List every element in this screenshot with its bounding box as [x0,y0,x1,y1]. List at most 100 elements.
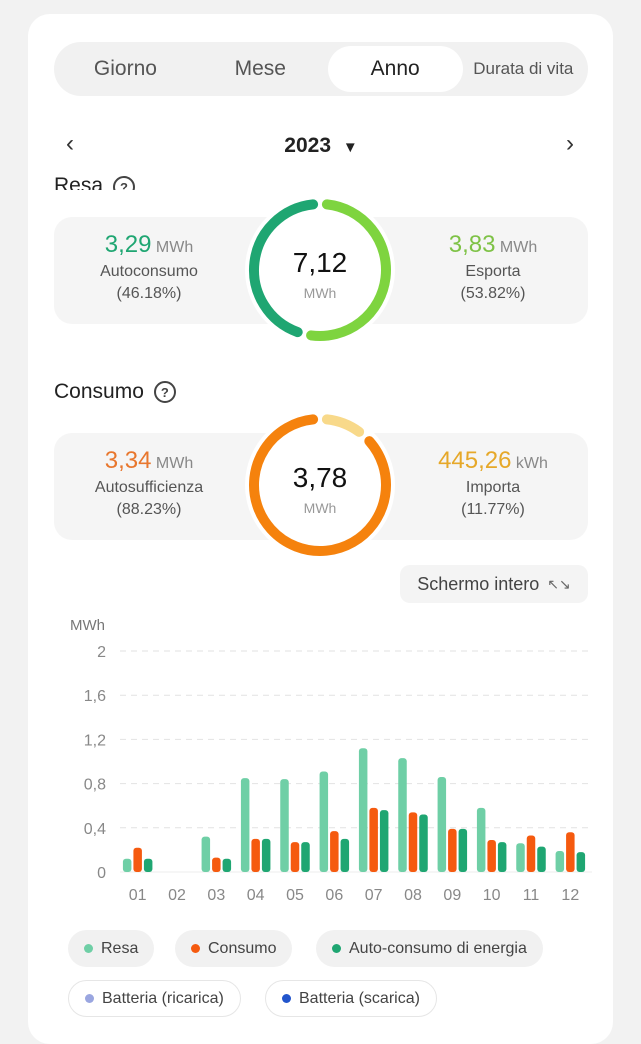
legend-dot [282,994,291,1003]
legend-dot [332,944,341,953]
x-tick-label: 04 [247,887,265,904]
bar-consumo-12[interactable] [566,832,575,872]
year-selector[interactable]: 2023 ▼ [54,134,588,158]
bar-resa-10[interactable] [476,807,486,872]
bar-auto-consumo-di-energia-09[interactable] [458,828,468,872]
consumo-total: 3,78 MWh [245,462,395,516]
bar-consumo-08[interactable] [408,812,418,872]
bar-resa-09[interactable] [437,776,447,872]
tab-giorno[interactable]: Giorno [93,57,157,80]
legend-autoconsumo[interactable]: Auto-consumo di energia [316,930,543,967]
x-tick-label: 02 [168,887,186,904]
autoconsumo-value: 3,29 [104,231,152,258]
bar-resa-12[interactable] [555,851,565,872]
year-navigator: ‹ 2023 ▼ › [54,128,588,164]
autosufficienza-unit: MWh [155,455,194,472]
chevron-left-icon[interactable]: ‹ [66,130,74,157]
autoconsumo-arc [249,199,319,338]
legend-label: Consumo [208,939,277,957]
consumo-total-unit: MWh [303,500,337,516]
consumo-donut [249,414,391,556]
bar-consumo-10[interactable] [487,839,496,872]
legend-dot [84,944,93,953]
bar-consumo-09[interactable] [448,828,457,872]
x-tick-label: 06 [325,887,343,904]
tab-mese[interactable]: Mese [234,57,286,80]
legend-batteria-ricarica[interactable]: Batteria (ricarica) [68,980,241,1017]
period-tabs: Giorno Mese Anno Durata di vita [54,42,588,96]
esporta-arc [306,199,391,341]
bar-auto-consumo-di-energia-10[interactable] [497,842,507,872]
resa-heading: Resa ? [54,166,136,190]
legend-consumo[interactable]: Consumo [175,930,293,967]
x-tick-label: 12 [561,887,579,904]
esporta-value: 3,83 [448,231,496,258]
chevron-right-icon[interactable]: › [566,130,574,157]
autosufficienza-arc [249,414,391,556]
bar-resa-06[interactable] [319,771,329,872]
bar-auto-consumo-di-energia-11[interactable] [537,846,546,872]
x-tick-label: 05 [286,887,304,904]
autoconsumo-label: Autoconsumo [100,263,198,280]
bar-auto-consumo-di-energia-12[interactable] [576,852,586,872]
legend-dot [191,944,200,953]
y-tick-label: 0,4 [84,821,106,838]
bar-auto-consumo-di-energia-01[interactable] [143,858,153,872]
monthly-bar-chart: MWh 0 0,4 0,8 1,2 1,6 2 01 02 03 04 05 06 07 08 09 10 11 1… [70,617,592,904]
legend-label: Auto-consumo di energia [349,939,527,957]
bar-consumo-04[interactable] [251,838,260,872]
bar-auto-consumo-di-energia-06[interactable] [340,838,350,872]
bar-auto-consumo-di-energia-07[interactable] [379,810,389,872]
y-axis-label: MWh [70,617,105,634]
consumo-heading: Consumo ? [54,380,176,404]
help-icon[interactable]: ? [113,176,136,190]
tab-durata-di-vita[interactable]: Durata di vita [473,59,574,78]
legend-label: Batteria (scarica) [299,989,420,1007]
x-tick-label: 08 [404,887,422,904]
x-tick-label: 03 [207,887,225,904]
legend-batteria-scarica[interactable]: Batteria (scarica) [265,980,437,1017]
bar-consumo-01[interactable] [133,847,142,872]
bar-auto-consumo-di-energia-08[interactable] [419,814,428,872]
y-tick-label: 1,6 [84,688,106,705]
x-tick-label: 09 [443,887,461,904]
expand-icon: ↖↘ [547,575,571,592]
importa-arc [321,414,365,437]
bar-resa-01[interactable] [122,858,132,872]
importa-unit: kWh [515,455,548,472]
bar-resa-11[interactable] [516,843,525,872]
autosufficienza-pct: (88.23%) [116,501,182,518]
triangle-down-icon: ▼ [342,139,358,156]
fullscreen-button[interactable]: Schermo intero ↖↘ [400,565,588,603]
resa-donut [249,199,391,341]
bar-resa-07[interactable] [358,748,368,872]
bar-resa-03[interactable] [201,836,211,872]
bar-resa-08[interactable] [398,758,407,872]
autosufficienza-value: 3,34 [104,447,152,474]
tab-anno[interactable]: Anno [327,46,463,92]
bar-consumo-11[interactable] [526,835,536,872]
bar-auto-consumo-di-energia-05[interactable] [301,842,310,872]
legend-dot [85,994,94,1003]
legend-label: Resa [101,939,139,957]
x-tick-label: 01 [129,887,147,904]
resa-total: 7,12 MWh [245,247,395,301]
y-tick-label: 0,8 [84,777,106,794]
legend-label: Batteria (ricarica) [102,989,224,1007]
bar-resa-04[interactable] [240,778,250,872]
bar-auto-consumo-di-energia-04[interactable] [261,838,271,872]
bar-consumo-03[interactable] [212,857,221,872]
bar-consumo-05[interactable] [290,842,300,872]
resa-total-unit: MWh [303,285,337,301]
bar-consumo-07[interactable] [369,807,378,872]
esporta-unit: MWh [499,239,538,256]
help-icon[interactable]: ? [153,381,176,403]
consumo-total-value: 3,78 [292,462,348,493]
x-tick-label: 10 [483,887,501,904]
bar-auto-consumo-di-energia-03[interactable] [222,858,232,872]
legend-resa[interactable]: Resa [68,930,155,967]
bar-resa-05[interactable] [280,779,289,872]
importa-label: Importa [465,479,521,496]
bar-consumo-06[interactable] [330,831,339,872]
fullscreen-label: Schermo intero [417,573,540,594]
